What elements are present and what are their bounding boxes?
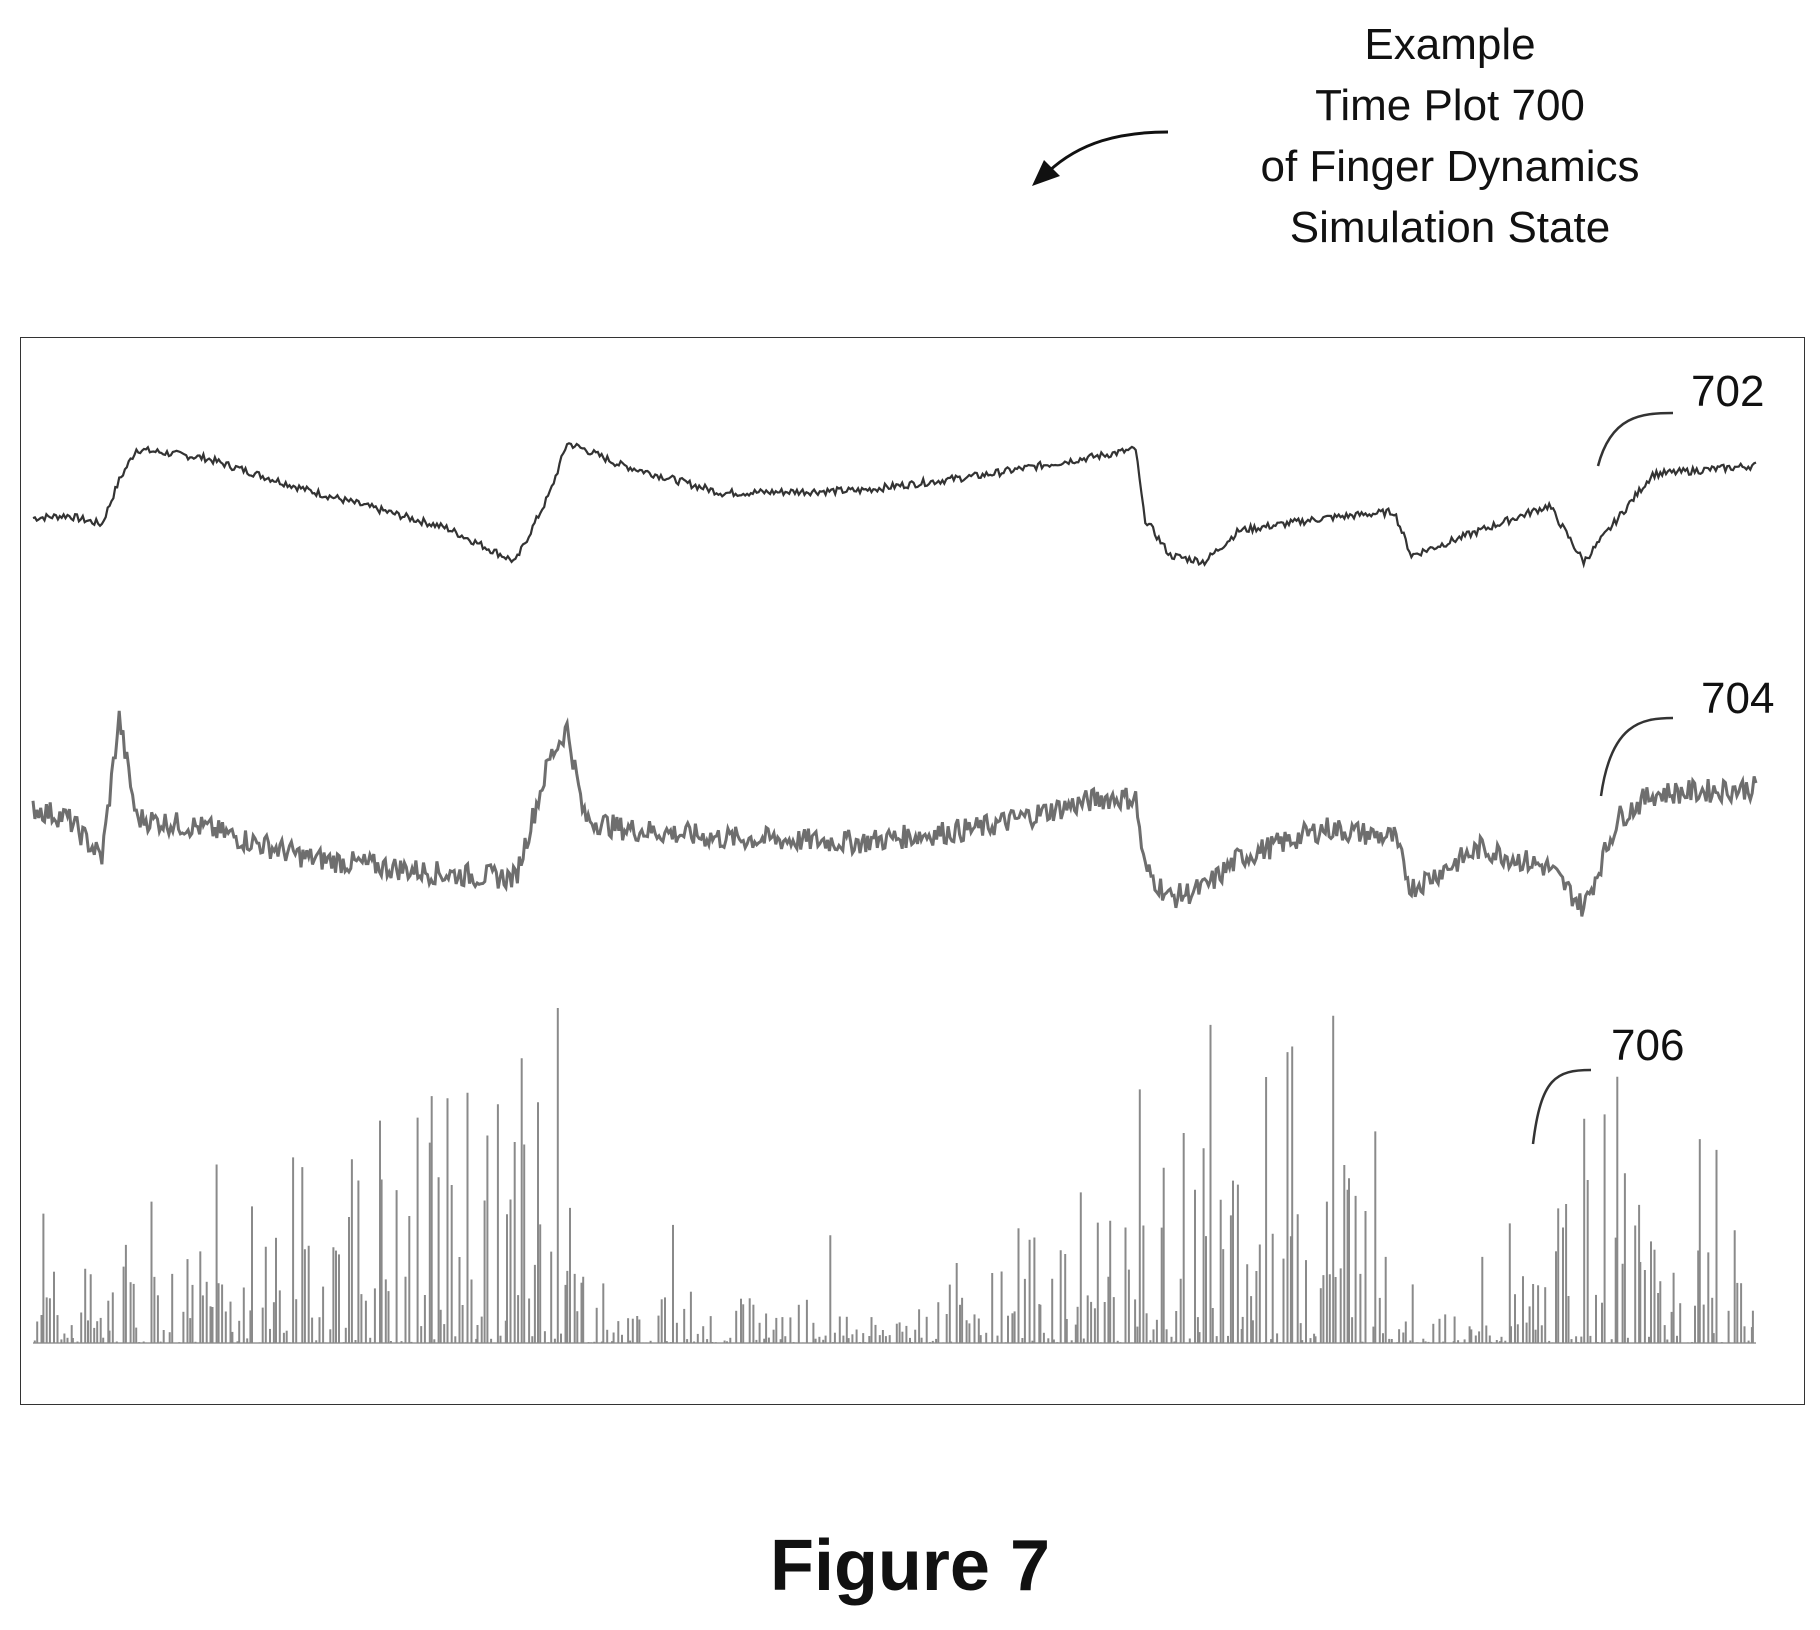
series-label-702: 702: [1691, 367, 1764, 416]
series-704: [33, 711, 1756, 917]
pointer-arrow-icon: [1020, 120, 1180, 200]
caption-line-2: Time Plot 700: [1190, 75, 1710, 136]
figure-caption: Example Time Plot 700 of Finger Dynamics…: [1190, 14, 1710, 258]
series-label-704: 704: [1701, 674, 1774, 723]
ref-callout-704: 704: [1601, 674, 1774, 796]
ref-callout-702: 702: [1598, 367, 1764, 466]
series-label-706: 706: [1611, 1021, 1684, 1070]
caption-line-1: Example: [1190, 14, 1710, 75]
plot-frame: 702 704 706: [20, 337, 1805, 1405]
caption-line-3: of Finger Dynamics: [1190, 136, 1710, 197]
plot-canvas: 702 704 706: [21, 338, 1805, 1405]
caption-line-4: Simulation State: [1190, 197, 1710, 258]
series-line-702: [33, 443, 1756, 564]
series-702: [33, 443, 1756, 564]
series-706: [33, 1008, 1756, 1343]
series-layer: [33, 443, 1756, 1343]
series-line-704: [33, 711, 1756, 917]
ref-callout-706: 706: [1533, 1021, 1684, 1144]
figure-title: Figure 7: [0, 1525, 1820, 1607]
